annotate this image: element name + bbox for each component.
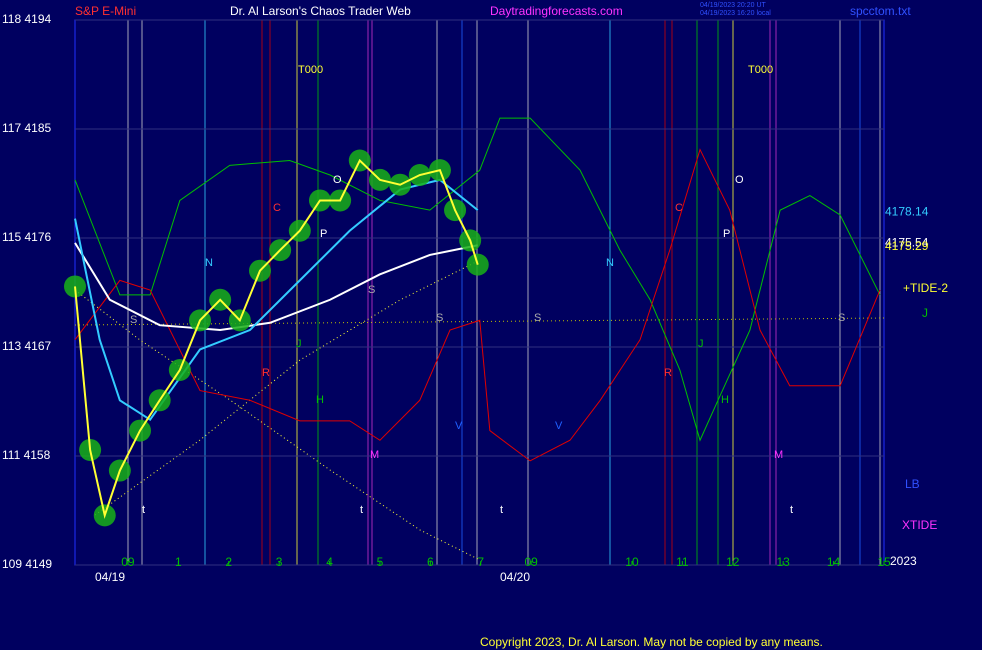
stamp: 04/19/2023 16:20 local	[700, 10, 771, 17]
event-marker: S	[534, 312, 541, 324]
event-marker: H	[721, 394, 729, 406]
right-label: J	[922, 306, 928, 320]
y-tick-label: 109 4149	[2, 557, 52, 571]
right-label: XTIDE	[902, 518, 937, 532]
event-marker: M	[370, 449, 379, 461]
event-marker: C	[273, 202, 281, 214]
date-label: 04/20	[500, 570, 530, 584]
stamp: 04/19/2023 20:20 UT	[700, 2, 766, 9]
event-marker: T000	[748, 64, 773, 76]
event-marker: O	[333, 174, 342, 186]
event-marker: S	[130, 314, 137, 326]
trend-line	[74, 289, 481, 561]
y-tick-label: 111 4158	[2, 448, 51, 462]
event-marker: S	[436, 312, 443, 324]
y-tick-label: 113 4167	[2, 339, 51, 353]
event-marker: S	[838, 312, 845, 324]
right-label: LB	[905, 477, 920, 491]
y-tick-label: 118 4194	[2, 12, 51, 26]
series-line	[74, 117, 881, 442]
plot-frame	[74, 19, 885, 566]
symbol: S&P E-Mini	[75, 4, 136, 18]
event-marker: T000	[298, 64, 323, 76]
last-value-label: 4178.14	[885, 204, 929, 218]
series-line	[74, 148, 881, 462]
last-value-label: 4175.54	[885, 236, 929, 250]
event-marker: P	[320, 228, 327, 240]
date-label: 04/19	[95, 570, 125, 584]
site: Daytradingforecasts.com	[490, 4, 623, 18]
event-marker: J	[698, 338, 704, 350]
file-name: spcctom.txt	[850, 4, 911, 18]
chart-title: Dr. Al Larson's Chaos Trader Web	[230, 4, 411, 18]
series-line	[74, 178, 479, 422]
event-marker: N	[205, 257, 213, 269]
y-tick-label: 115 4176	[2, 230, 51, 244]
series-line	[74, 242, 478, 332]
event-marker: V	[555, 420, 563, 432]
event-marker: S	[368, 284, 375, 296]
event-marker: V	[455, 420, 463, 432]
copyright: Copyright 2023, Dr. Al Larson. May not b…	[480, 635, 823, 649]
event-marker: C	[675, 202, 683, 214]
event-marker: t	[790, 504, 793, 516]
event-marker: R	[664, 367, 672, 379]
event-marker: R	[262, 367, 270, 379]
y-tick-label: 117 4185	[2, 121, 51, 135]
event-marker: t	[142, 504, 145, 516]
date-label: 2023	[890, 554, 917, 568]
event-marker: O	[735, 174, 744, 186]
series-line	[74, 158, 479, 520]
event-marker: H	[316, 394, 324, 406]
event-marker: M	[774, 449, 783, 461]
event-marker: t	[500, 504, 503, 516]
event-marker: N	[606, 257, 614, 269]
event-marker: t	[360, 504, 363, 516]
event-marker: P	[723, 228, 730, 240]
event-marker: J	[296, 338, 302, 350]
last-value-label: 4175.29	[885, 239, 929, 253]
trend-line	[94, 259, 481, 516]
right-label: +TIDE-2	[903, 281, 948, 295]
